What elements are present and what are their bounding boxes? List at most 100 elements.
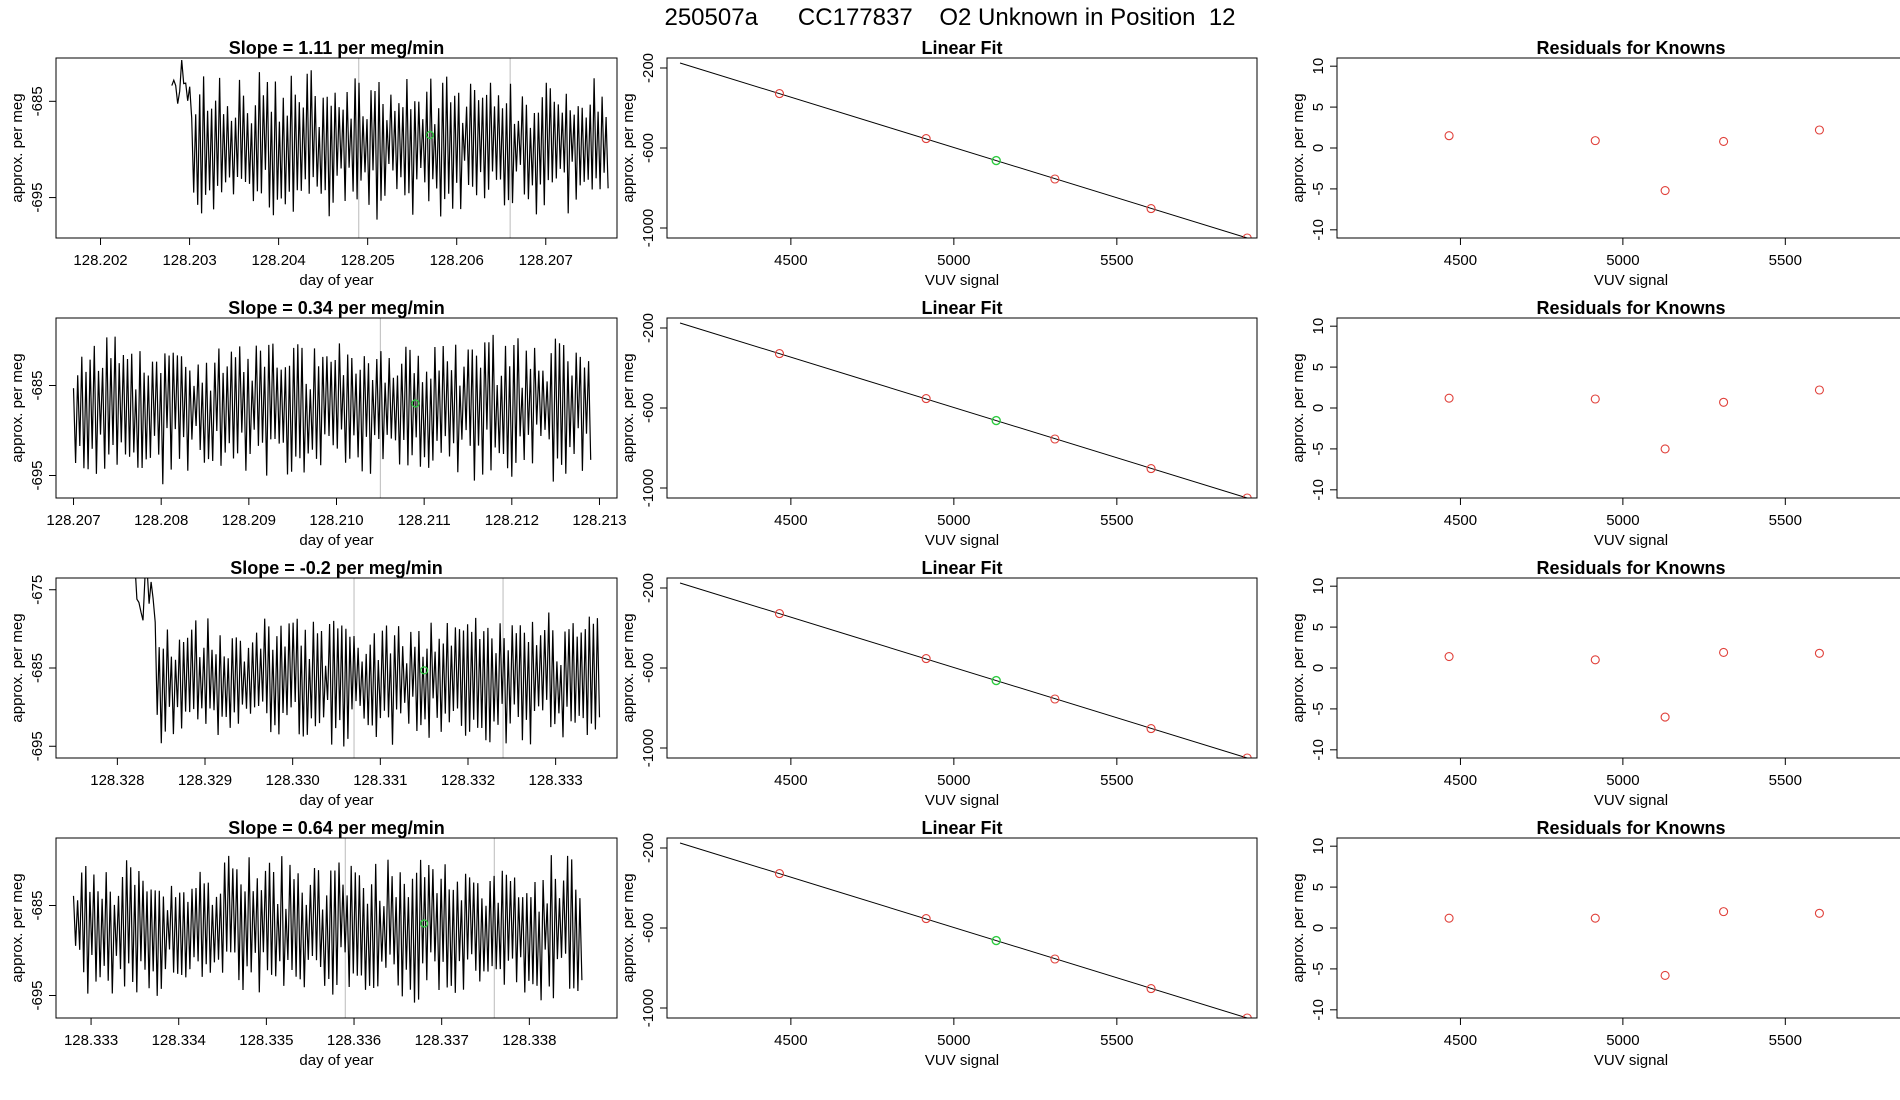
x-axis-label: day of year	[299, 792, 373, 809]
plot-area	[679, 322, 1252, 498]
y-tick-label: -200	[640, 573, 657, 603]
y-tick-label: -695	[29, 183, 46, 213]
x-axis-label: VUV signal	[1594, 532, 1668, 549]
panel-title: Linear Fit	[921, 558, 1002, 578]
x-tick-label: 5500	[1100, 252, 1133, 269]
y-tick-label: -685	[29, 890, 46, 920]
y-tick-label: -5	[1310, 182, 1327, 195]
x-tick-label: 128.330	[266, 772, 320, 789]
y-tick-label: -200	[640, 313, 657, 343]
x-tick-label: 5500	[1769, 1032, 1802, 1049]
y-tick-label: -685	[29, 86, 46, 116]
figure-title: 250507a CC177837 O2 Unknown in Position …	[664, 4, 1236, 31]
plot-frame	[666, 577, 1258, 759]
x-tick-label: 128.203	[162, 252, 216, 269]
plot-area	[1444, 385, 1824, 454]
x-tick-label: 5000	[1606, 252, 1639, 269]
x-tick-label: 5500	[1100, 512, 1133, 529]
x-axis-label: VUV signal	[1594, 1052, 1668, 1069]
x-tick-label: 4500	[1444, 772, 1477, 789]
x-axis-label: day of year	[299, 1052, 373, 1069]
unknown-point	[991, 415, 1001, 426]
known-point	[1050, 434, 1060, 444]
x-tick-label: 128.211	[398, 512, 451, 529]
x-tick-label: 4500	[774, 1032, 807, 1049]
x-axis-label: VUV signal	[925, 272, 999, 289]
x-tick-label: 128.209	[222, 512, 276, 529]
unknown-marker	[425, 130, 435, 140]
y-tick-label: -695	[29, 460, 46, 490]
known-point	[1146, 724, 1156, 734]
panel-title: Residuals for Knowns	[1536, 558, 1725, 578]
x-tick-label: 4500	[1444, 252, 1477, 269]
plot-area	[171, 58, 609, 238]
known-point	[921, 914, 931, 924]
y-axis-label: approx. per meg	[620, 613, 637, 722]
y-tick-label: -5	[1310, 702, 1327, 715]
panel-2-2: Linear Fit 4500 5000 5500 -200 -600 -1000 VUV s…	[620, 298, 1258, 549]
y-tick-label: 10	[1310, 318, 1327, 335]
known-point	[1050, 954, 1060, 964]
known-point	[1050, 174, 1060, 184]
plot-frame	[666, 317, 1258, 499]
y-tick-label: 5	[1310, 883, 1327, 891]
y-tick-label: -1000	[640, 469, 657, 507]
y-tick-label: -695	[29, 731, 46, 761]
panel-4-1: Slope = 0.64 per meg/min 128.333 128.334 12…	[9, 818, 618, 1069]
known-point	[1444, 913, 1454, 923]
y-axis-label: approx. per meg	[620, 353, 637, 462]
panel-title: Residuals for Knowns	[1536, 818, 1725, 838]
x-tick-label: 128.207	[46, 512, 100, 529]
x-tick-label: 5000	[1606, 772, 1639, 789]
fit-line	[679, 842, 1248, 1018]
x-tick-label: 128.337	[415, 1032, 469, 1049]
known-point	[1814, 385, 1824, 395]
plot-frame	[666, 837, 1258, 1019]
known-point	[1590, 655, 1600, 665]
plot-frame	[1336, 317, 1900, 499]
panel-title: Linear Fit	[921, 818, 1002, 838]
panel-title: Residuals for Knowns	[1536, 38, 1725, 58]
y-axis-label: approx. per meg	[9, 873, 26, 982]
known-point	[774, 869, 785, 879]
x-tick-label: 128.332	[441, 772, 495, 789]
x-tick-label: 5000	[937, 512, 970, 529]
x-tick-label: 128.206	[430, 252, 484, 269]
panel-3-2: Linear Fit 4500 5000 5500 -200 -600 -1000 VUV s…	[620, 558, 1258, 809]
y-axis-label: approx. per meg	[620, 873, 637, 982]
known-point	[1660, 185, 1670, 196]
plot-area	[72, 318, 592, 498]
known-point	[1660, 712, 1670, 722]
x-tick-label: 5500	[1769, 512, 1802, 529]
x-tick-label: 128.333	[529, 772, 583, 789]
x-tick-label: 128.338	[502, 1032, 556, 1049]
plot-frame	[1336, 577, 1900, 759]
plot-area	[679, 62, 1252, 238]
panel-4-3: Residuals for Knowns 4500 5000 5500 10 5 0 -5 -1…	[1290, 818, 1900, 1069]
x-axis-label: VUV signal	[925, 532, 999, 549]
known-point	[1444, 393, 1454, 403]
known-point	[1660, 444, 1670, 454]
y-tick-label: 10	[1310, 838, 1327, 855]
known-point	[774, 349, 785, 359]
known-point	[1590, 394, 1600, 404]
panel-title: Linear Fit	[921, 298, 1002, 318]
unknown-point	[991, 935, 1001, 946]
x-tick-label: 5500	[1100, 1032, 1133, 1049]
known-point	[774, 89, 785, 99]
x-tick-label: 128.205	[341, 252, 395, 269]
x-tick-label: 128.202	[73, 252, 127, 269]
y-axis-label: approx. per meg	[9, 353, 26, 462]
x-axis-label: VUV signal	[1594, 792, 1668, 809]
y-tick-label: 0	[1310, 404, 1327, 412]
known-point	[1146, 984, 1156, 994]
x-tick-label: 5000	[937, 252, 970, 269]
plot-area	[679, 582, 1252, 758]
y-axis-label: approx. per meg	[1290, 353, 1307, 462]
known-point	[1242, 493, 1252, 498]
x-tick-label: 128.204	[252, 252, 306, 269]
known-point	[1719, 907, 1729, 917]
known-point	[1050, 694, 1060, 704]
known-point	[1590, 136, 1600, 146]
